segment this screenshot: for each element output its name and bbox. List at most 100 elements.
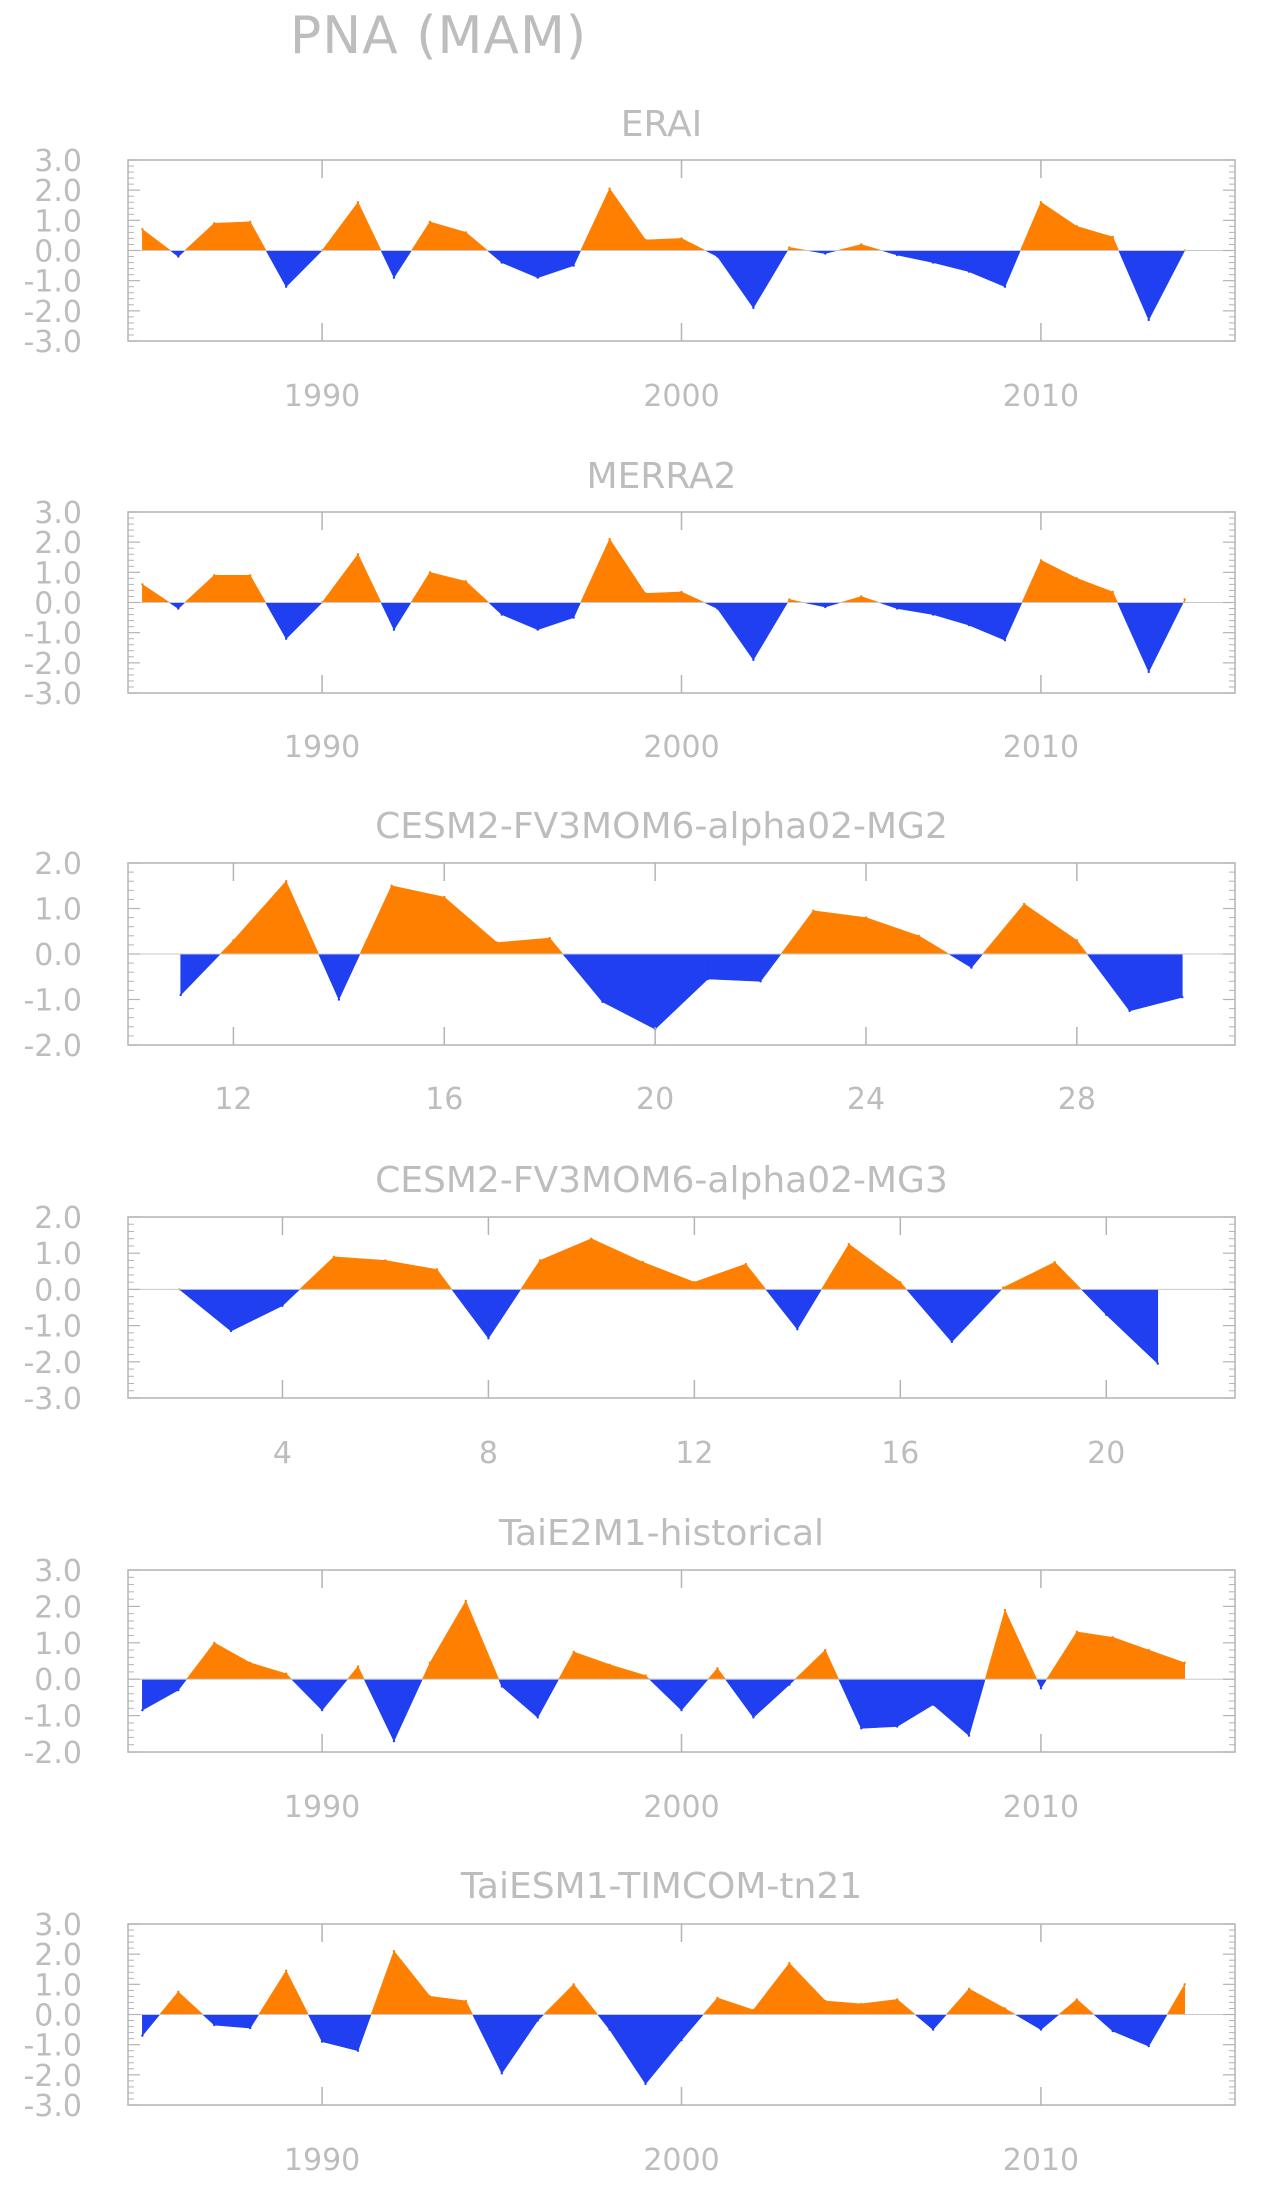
y-tick-label: -2.0	[23, 1029, 82, 1064]
data-point	[249, 220, 252, 224]
data-point	[950, 1340, 954, 1344]
data-point	[895, 1725, 899, 1728]
y-tick-label: 2.0	[34, 1938, 82, 1973]
data-point	[572, 1650, 575, 1654]
data-point	[759, 980, 762, 983]
x-tick-label: 2010	[1003, 379, 1079, 414]
data-point	[1111, 1636, 1114, 1639]
data-point	[1039, 559, 1043, 562]
negative-area	[142, 1678, 1048, 1742]
data-point	[812, 909, 815, 912]
data-point	[917, 934, 920, 937]
data-point	[895, 1998, 899, 2001]
data-point	[788, 598, 791, 601]
data-point	[390, 884, 393, 887]
y-tick-label: -1.0	[23, 1700, 82, 1735]
data-point	[967, 270, 971, 273]
data-point	[495, 941, 499, 944]
x-tick-label: 2000	[643, 379, 719, 414]
figure-title: PNA (MAM)	[289, 6, 588, 66]
data-point	[788, 1683, 791, 1686]
negative-area	[180, 953, 1183, 1030]
y-tick-label: -1.0	[23, 2029, 82, 2064]
data-point	[1147, 670, 1150, 674]
positive-area	[298, 1238, 1083, 1290]
data-point	[824, 605, 827, 609]
negative-area	[178, 1289, 1159, 1365]
data-point	[608, 1663, 611, 1666]
data-point	[213, 2023, 216, 2027]
negative-area	[169, 250, 1186, 321]
y-tick-label: 2.0	[34, 847, 82, 882]
y-tick-label: 2.0	[34, 1201, 82, 1236]
data-point	[1003, 1608, 1007, 1612]
positive-area	[159, 1950, 1185, 2015]
data-point	[752, 658, 755, 662]
data-point	[1003, 2007, 1007, 2010]
data-point	[680, 237, 683, 240]
data-point	[1002, 1286, 1005, 1289]
y-tick-label: 3.0	[34, 144, 82, 179]
data-point	[536, 628, 539, 631]
x-tick-label: 2010	[1003, 1790, 1079, 1825]
data-point	[716, 1667, 719, 1670]
data-point	[931, 613, 935, 616]
data-point	[536, 276, 539, 279]
panel-title: CESM2-FV3MOM6-alpha02-MG3	[375, 1160, 948, 1201]
data-point	[536, 1716, 539, 1719]
x-tick-label: 1990	[284, 379, 360, 414]
y-tick-label: -3.0	[23, 1382, 82, 1417]
x-tick-label: 1990	[284, 1790, 360, 1825]
data-point	[1075, 1630, 1079, 1634]
y-tick-label: 0.0	[34, 1663, 82, 1698]
data-point	[1003, 639, 1007, 642]
x-tick-label: 24	[847, 1082, 885, 1117]
data-point	[860, 595, 863, 598]
data-point	[356, 2049, 360, 2052]
data-point	[177, 1688, 180, 1692]
data-point	[500, 613, 503, 616]
data-point	[428, 571, 432, 574]
data-point	[752, 2008, 755, 2012]
data-point	[1105, 1313, 1108, 1316]
data-point	[644, 592, 647, 595]
data-point	[796, 1328, 799, 1331]
data-point	[1075, 225, 1079, 228]
x-tick-label: 2000	[643, 1790, 719, 1825]
data-point	[899, 1280, 902, 1284]
positive-area	[142, 187, 1120, 251]
y-tick-label: 3.0	[34, 496, 82, 531]
y-tick-label: 0.0	[34, 235, 82, 270]
data-point	[752, 306, 755, 310]
y-tick-label: 1.0	[34, 1627, 82, 1662]
data-point	[356, 201, 360, 204]
panel-title: ERAI	[621, 104, 703, 145]
data-point	[706, 977, 710, 981]
data-point	[284, 637, 288, 640]
data-point	[500, 2072, 503, 2075]
data-point	[1183, 1983, 1186, 1986]
data-point	[392, 276, 396, 279]
panel-title: TaiE2M1-historical	[498, 1513, 824, 1554]
data-point	[1183, 1661, 1186, 1665]
data-point	[284, 285, 288, 288]
data-point	[680, 1708, 683, 1712]
y-tick-label: 3.0	[34, 1908, 82, 1943]
x-tick-label: 8	[479, 1436, 498, 1471]
data-point	[141, 583, 144, 586]
y-tick-label: 1.0	[34, 1968, 82, 2003]
data-point	[337, 998, 341, 1001]
y-tick-label: 2.0	[34, 174, 82, 209]
data-point	[464, 1999, 468, 2003]
data-point	[716, 1996, 719, 2000]
data-point	[644, 1674, 647, 1677]
panel-title: TaiESM1-TIMCOM-tn21	[460, 1866, 862, 1907]
data-point	[281, 1304, 284, 1307]
data-point	[392, 1739, 396, 1743]
data-point	[284, 1672, 288, 1675]
data-point	[548, 936, 551, 940]
y-tick-label: -3.0	[23, 677, 82, 712]
data-point	[788, 1962, 791, 1965]
data-point	[824, 252, 827, 255]
